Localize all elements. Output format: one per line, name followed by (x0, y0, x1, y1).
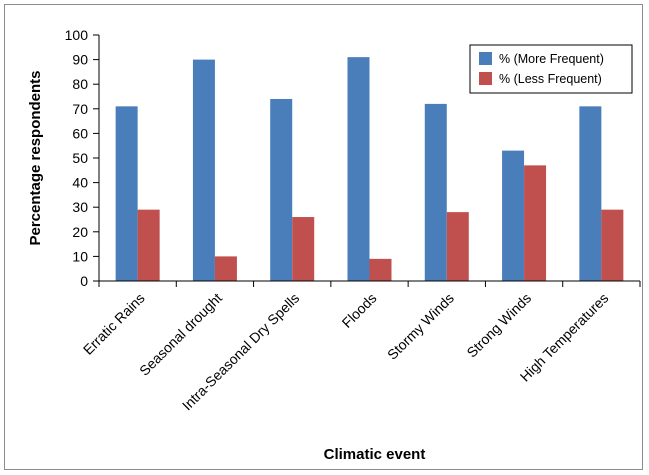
y-tick-label: 0 (80, 273, 88, 289)
y-tick-label: 60 (72, 125, 88, 141)
legend-swatch (479, 52, 492, 65)
bar-more-frequent (347, 57, 370, 281)
bars (115, 57, 624, 282)
bar-more-frequent (270, 98, 293, 282)
x-tick-label: Floods (339, 290, 380, 331)
bar-more-frequent (115, 106, 138, 281)
y-tick-label: 90 (72, 52, 88, 68)
y-axis-title: Percentage respondents (27, 70, 44, 245)
y-tick-label: 80 (72, 76, 88, 92)
x-tick-label: Strong Winds (463, 290, 534, 361)
bar-more-frequent (424, 103, 447, 281)
bar-less-frequent (292, 217, 315, 281)
y-tick-label: 30 (72, 199, 88, 215)
axes (98, 35, 640, 282)
bar-less-frequent (524, 165, 547, 281)
y-tick-label: 70 (72, 101, 88, 117)
x-axis-title: Climatic event (324, 446, 426, 463)
bar-less-frequent (446, 212, 469, 281)
y-tick-label: 20 (72, 224, 88, 240)
x-tick-label: Erratic Rains (80, 290, 148, 358)
bar-less-frequent (369, 258, 392, 281)
legend-label: % (More Frequent) (499, 52, 604, 66)
legend-label: % (Less Frequent) (499, 72, 602, 86)
x-tick-label: Stormy Winds (384, 290, 457, 363)
bar-more-frequent (192, 59, 215, 281)
bar-more-frequent (579, 106, 602, 281)
y-tick-label: 100 (65, 27, 89, 43)
y-axis-ticks: 0 10 20 30 40 50 60 70 80 90 100 (65, 27, 99, 289)
x-tick-label: Seasonal drought (136, 290, 225, 379)
legend-box (469, 44, 633, 94)
legend-swatch (479, 72, 492, 85)
y-tick-label: 50 (72, 150, 88, 166)
bar-less-frequent (137, 209, 160, 281)
legend: % (More Frequent) % (Less Frequent) (469, 44, 633, 94)
bar-less-frequent (214, 256, 237, 281)
y-tick-label: 40 (72, 175, 88, 191)
y-tick-label: 10 (72, 248, 88, 264)
bar-more-frequent (502, 150, 525, 281)
bar-less-frequent (601, 209, 624, 281)
